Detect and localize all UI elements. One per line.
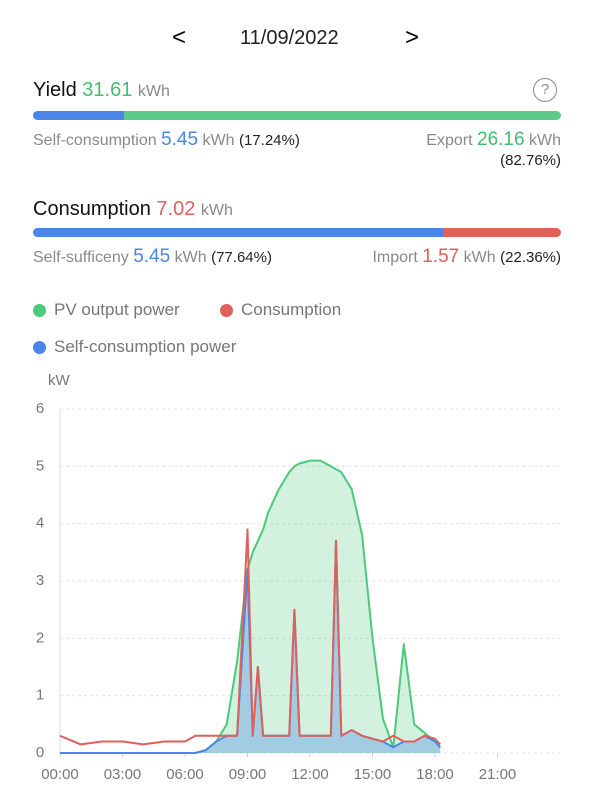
unit: kWh <box>463 249 496 266</box>
legend-label: PV output power <box>54 300 180 319</box>
help-icon[interactable]: ? <box>533 78 557 102</box>
unit: kWh <box>137 83 170 100</box>
x-tick-label: 12:00 <box>291 766 329 783</box>
unit: kWh <box>200 202 233 219</box>
percent: (17.24%) <box>238 132 300 149</box>
x-tick-label: 03:00 <box>104 766 142 783</box>
value: 1.57 <box>422 246 460 267</box>
legend-label: Consumption <box>241 300 342 319</box>
y-tick-label: 6 <box>36 400 44 417</box>
unit: kWh <box>529 132 561 149</box>
yield-title: Yield <box>33 79 77 101</box>
label: Import <box>372 249 418 266</box>
value: 5.45 <box>161 129 199 150</box>
import-bar <box>442 228 561 237</box>
date[interactable]: 11/09/2022 <box>240 27 339 49</box>
unit: kWh <box>202 132 235 149</box>
yield-value: 31.61 <box>82 79 133 101</box>
percent: (22.36%) <box>500 249 561 266</box>
consumption-value: 7.02 <box>156 198 196 220</box>
area <box>60 540 441 753</box>
prev-button[interactable]: < <box>172 24 187 51</box>
x-tick-label: 15:00 <box>354 766 392 783</box>
consumption-bar <box>33 228 561 237</box>
legend-marker <box>33 340 46 354</box>
legend-marker <box>33 303 46 317</box>
import-row: Import 1.57 kWh (22.36%) <box>372 246 561 268</box>
percent: (82.76%) <box>500 152 561 169</box>
self-consumption-row: Self-consumption 5.45 kWh (17.24%) <box>33 129 300 151</box>
x-tick-label: 18:00 <box>416 766 454 783</box>
export-row: Export 26.16 kWh <box>426 129 561 151</box>
y-tick-label: 2 <box>36 629 44 646</box>
value: 26.16 <box>477 129 525 150</box>
y-tick-label: 5 <box>36 457 44 474</box>
legend-label: Self-consumption power <box>54 337 237 356</box>
x-tick-label: 09:00 <box>229 766 267 783</box>
label: Self-consumption <box>33 132 157 149</box>
next-button[interactable]: > <box>405 24 420 51</box>
value: 5.45 <box>133 246 171 267</box>
x-tick-label: 00:00 <box>41 766 79 783</box>
legend-item[interactable]: Self-consumption power <box>33 337 236 357</box>
yield-bar <box>33 111 561 120</box>
yield-row: Yield 31.61 kWh <box>33 79 170 102</box>
y-tick-label: 1 <box>36 687 44 704</box>
label: Export <box>426 132 473 149</box>
y-axis-label: kW <box>48 372 70 389</box>
legend-item[interactable]: Consumption <box>220 300 341 320</box>
x-tick-label: 06:00 <box>166 766 204 783</box>
consumption-title: Consumption <box>33 198 151 220</box>
unit: kWh <box>174 249 207 266</box>
self-sufficiency-bar <box>33 228 443 237</box>
y-tick-label: 4 <box>36 515 44 532</box>
self-sufficiency-row: Self-sufficeny 5.45 kWh (77.64%) <box>33 246 272 268</box>
legend-marker <box>220 303 233 317</box>
label: Self-sufficeny <box>33 249 129 266</box>
export-bar <box>124 111 561 120</box>
consumption-row: Consumption 7.02 kWh <box>33 198 233 221</box>
y-tick-label: 0 <box>36 744 44 761</box>
chart: 0 1 2 3 4 5 6 00:00 03:00 06:00 09:00 12:00 15:00 18:… <box>36 400 560 783</box>
legend-item[interactable]: PV output power <box>33 300 180 320</box>
percent: (77.64%) <box>211 249 272 266</box>
line <box>59 528 441 746</box>
self-consumption-bar <box>33 111 125 120</box>
y-tick-label: 3 <box>36 572 44 589</box>
x-tick-label: 21:00 <box>479 766 517 783</box>
